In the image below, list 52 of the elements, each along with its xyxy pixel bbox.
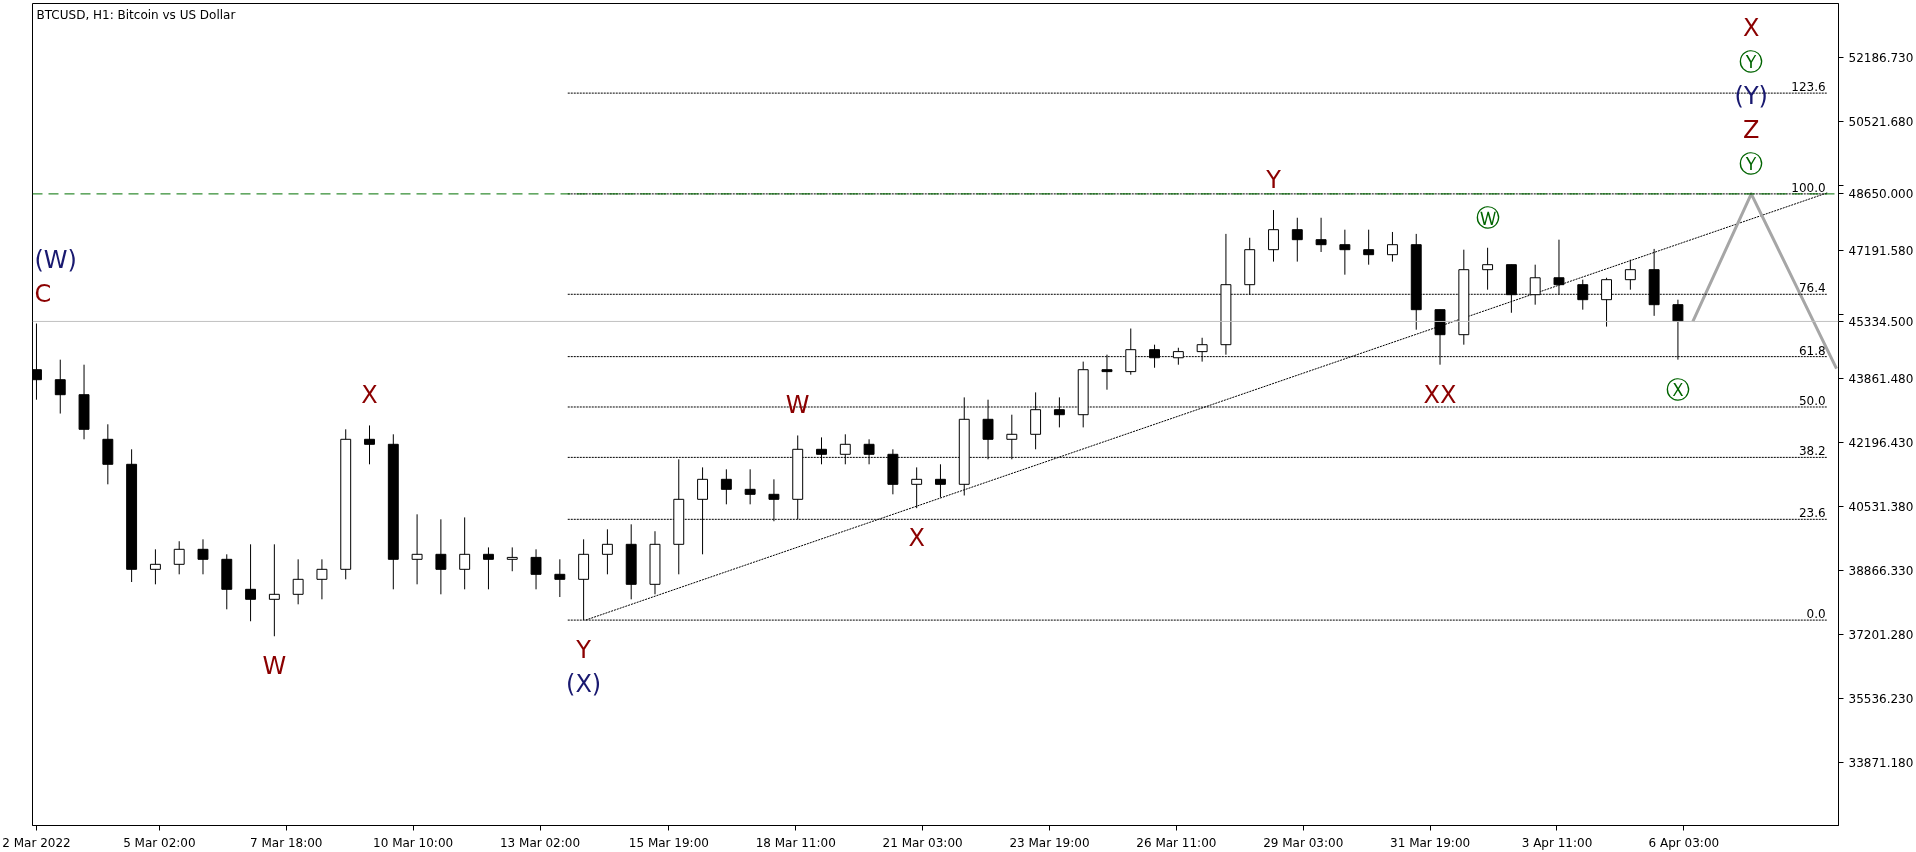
series-label: 76.4	[1798, 281, 1826, 296]
x-tick-label: 18 Mar 11:00	[755, 835, 836, 850]
x-tick-label: 10 Mar 10:00	[373, 835, 454, 850]
annotation: (X)	[566, 670, 602, 699]
x-tick-label: 6 Apr 03:00	[1648, 835, 1720, 850]
y-tick-label: 37201.280	[1848, 627, 1914, 642]
annotation: Y	[575, 636, 592, 665]
annotation: C	[34, 279, 52, 308]
annotation: X	[361, 381, 378, 410]
series-label: 23.6	[1798, 506, 1826, 521]
annotation: Ⓦ	[1475, 203, 1500, 232]
x-tick-label: 31 Mar 19:00	[1390, 835, 1471, 850]
series-label: 100.0	[1791, 180, 1826, 195]
x-tick-label: 15 Mar 19:00	[628, 835, 709, 850]
y-tick-label: 35536.230	[1848, 691, 1914, 706]
annotation: Ⓨ	[1739, 149, 1764, 178]
y-tick-label: 50521.680	[1848, 115, 1914, 130]
y-tick-label: 33871.180	[1848, 755, 1914, 770]
y-tick-label: 42196.430	[1848, 435, 1914, 450]
y-tick-label: 47191.580	[1848, 243, 1914, 258]
y-tick-label: 43861.480	[1848, 371, 1914, 386]
x-tick-label: 7 Mar 18:00	[250, 835, 323, 850]
x-tick-label: 13 Mar 02:00	[499, 835, 581, 850]
x-tick-label: 26 Mar 11:00	[1136, 835, 1217, 850]
ref-line-label: 48650.000	[1848, 187, 1914, 202]
ref-line-label: 45334.500	[1848, 314, 1914, 329]
series-label: 0.0	[1806, 607, 1826, 622]
x-tick-label: 21 Mar 03:00	[882, 835, 963, 850]
series-label: 38.2	[1798, 444, 1826, 459]
series-label: 123.6	[1791, 80, 1826, 95]
series-label: 61.8	[1798, 343, 1826, 358]
y-tick-label: 52186.730	[1848, 51, 1914, 66]
annotation: XX	[1423, 380, 1457, 409]
annotation: (Y)	[1734, 81, 1768, 110]
annotation: (W)	[34, 245, 77, 274]
annotation: W	[785, 391, 810, 420]
annotation: X	[908, 524, 925, 553]
x-tick-label: 23 Mar 19:00	[1009, 835, 1090, 850]
x-tick-label: 29 Mar 03:00	[1263, 835, 1344, 850]
x-tick-label: 3 Apr 11:00	[1521, 835, 1593, 850]
annotation: Ⓧ	[1665, 375, 1690, 404]
annotation: Ⓨ	[1739, 47, 1764, 76]
x-tick-label: 5 Mar 02:00	[123, 835, 196, 850]
annotation: W	[262, 652, 287, 681]
annotation: Z	[1743, 115, 1760, 144]
x-tick-label: 2 Mar 2022	[2, 835, 71, 850]
annotation: Y	[1265, 166, 1282, 195]
annotation: X	[1743, 13, 1760, 42]
chart-title: BTCUSD, H1: Bitcoin vs US Dollar	[36, 7, 236, 22]
series-label: 50.0	[1798, 394, 1826, 408]
y-tick-label: 38866.330	[1848, 563, 1914, 578]
y-tick-label: 40531.380	[1848, 499, 1914, 514]
